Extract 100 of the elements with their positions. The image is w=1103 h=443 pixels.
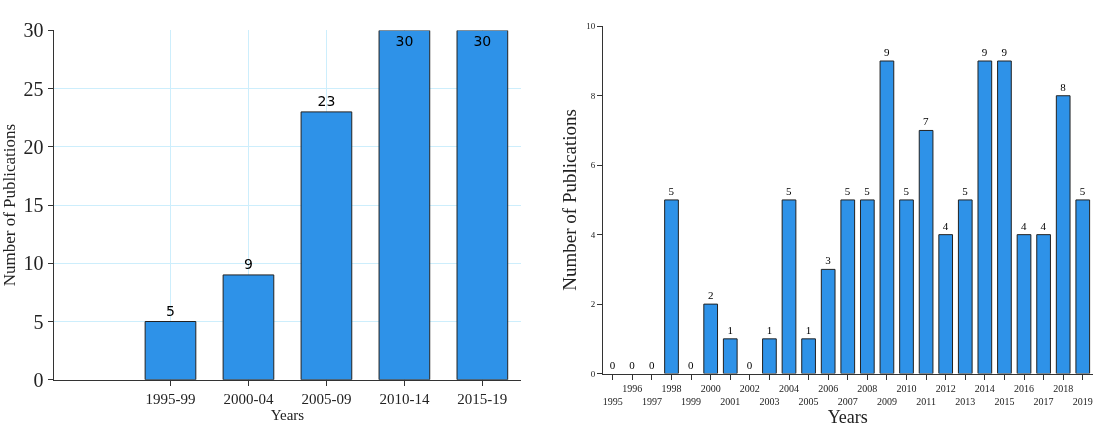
- y-tick-label: 4: [590, 229, 596, 240]
- data-label: 4: [1021, 219, 1028, 232]
- y-tick-label: 10: [23, 252, 44, 275]
- data-label: 9: [883, 46, 890, 58]
- data-label: 30: [395, 33, 414, 50]
- bar: [144, 321, 197, 380]
- y-tick-label: 6: [590, 160, 596, 171]
- x-axis-title: Years: [270, 406, 305, 423]
- data-label: 4: [942, 219, 949, 232]
- bar: [456, 30, 509, 380]
- data-label: 4: [1040, 219, 1047, 232]
- y-axis-title: Number of Publications: [559, 109, 581, 291]
- data-label: 5: [962, 184, 969, 197]
- x-tick-label: 2005: [798, 395, 819, 407]
- y-tick-label: 0: [33, 368, 44, 391]
- x-tick-label: 1995-99: [145, 390, 196, 407]
- y-tick-label: 0: [590, 368, 596, 379]
- data-label: 1: [766, 323, 773, 336]
- x-tick-label: 2006: [818, 382, 839, 394]
- y-tick-label: 2: [590, 299, 596, 310]
- data-label: 0: [609, 358, 616, 371]
- x-tick-label: 2000-04: [223, 390, 274, 407]
- data-label: 0: [629, 358, 636, 371]
- data-label: 5: [786, 184, 793, 197]
- data-label: 0: [688, 358, 695, 371]
- x-tick-label: 2013: [955, 395, 976, 407]
- bar: [938, 234, 954, 374]
- y-axis-title: Number of Publications: [0, 123, 19, 287]
- y-tick-label: 8: [590, 90, 596, 101]
- x-tick-label: 2012: [935, 382, 956, 394]
- x-tick-label: 2015-19: [457, 390, 508, 407]
- x-tick-label: 1996: [622, 382, 643, 394]
- data-label: 2: [707, 289, 714, 302]
- bar: [859, 199, 875, 374]
- x-tick-label: 2002: [739, 382, 760, 394]
- bar: [997, 60, 1012, 374]
- x-tick-label: 2009: [876, 395, 897, 407]
- data-label: 9: [1001, 46, 1008, 58]
- bar: [918, 129, 934, 374]
- bar: [1016, 234, 1032, 374]
- data-label: 5: [844, 184, 851, 197]
- bar: [899, 199, 914, 374]
- data-label: 23: [317, 92, 336, 109]
- x-tick-label: 2019: [1072, 395, 1093, 407]
- y-tick-label: 25: [23, 77, 44, 100]
- data-label: 5: [668, 184, 675, 197]
- x-tick-label: 2010: [896, 382, 917, 394]
- data-label: 7: [923, 115, 930, 128]
- x-tick-label: 2010-14: [379, 390, 430, 407]
- x-tick-label: 1995: [602, 395, 623, 407]
- bar: [840, 199, 856, 374]
- data-label: 0: [746, 358, 753, 371]
- y-tick-label: 10: [586, 21, 596, 32]
- data-label: 5: [903, 184, 910, 197]
- x-tick-label: 2016: [1014, 382, 1035, 394]
- y-tick-label: 15: [23, 194, 44, 217]
- data-label: 9: [243, 255, 253, 272]
- bar: [664, 199, 679, 374]
- x-tick-label: 1999: [681, 395, 702, 407]
- x-axis-title: Years: [827, 406, 868, 427]
- bar: [801, 338, 816, 374]
- x-tick-label: 2003: [759, 395, 780, 407]
- y-tick-label: 20: [23, 135, 44, 158]
- bar: [722, 338, 738, 374]
- data-label: 9: [981, 46, 988, 58]
- data-label: 1: [727, 323, 734, 336]
- bar: [1055, 95, 1071, 374]
- data-label: 30: [473, 33, 492, 50]
- bar: [957, 199, 973, 374]
- data-label: 3: [825, 254, 832, 267]
- bar: [820, 268, 836, 374]
- bar: [222, 274, 275, 380]
- bar: [762, 338, 777, 374]
- bar: [879, 60, 895, 374]
- data-label: 0: [648, 358, 655, 371]
- data-label: 5: [1079, 184, 1086, 197]
- x-tick-label: 2001: [720, 395, 741, 407]
- y-tick-label: 30: [23, 19, 44, 42]
- x-tick-label: 2017: [1033, 395, 1054, 407]
- data-label: 5: [864, 184, 871, 197]
- data-label: 5: [166, 302, 175, 319]
- x-tick-label: 2014: [974, 382, 995, 394]
- x-tick-label: 2005-09: [301, 390, 352, 407]
- x-tick-label: 1997: [641, 395, 662, 407]
- x-tick-label: 2011: [916, 395, 936, 407]
- x-tick-label: 2007: [837, 395, 858, 407]
- x-tick-label: 2004: [779, 382, 800, 394]
- x-tick-label: 2008: [857, 382, 878, 394]
- data-label: 1: [805, 323, 812, 336]
- bar: [703, 303, 719, 374]
- bar: [378, 30, 431, 380]
- bar: [977, 60, 993, 374]
- x-tick-label: 2018: [1053, 382, 1074, 394]
- data-label: 8: [1060, 80, 1067, 93]
- bar: [300, 111, 353, 380]
- x-tick-label: 2015: [994, 395, 1015, 407]
- bar: [781, 199, 797, 374]
- y-tick-label: 5: [33, 310, 44, 333]
- bar: [1036, 234, 1051, 374]
- x-tick-label: 2000: [700, 382, 721, 394]
